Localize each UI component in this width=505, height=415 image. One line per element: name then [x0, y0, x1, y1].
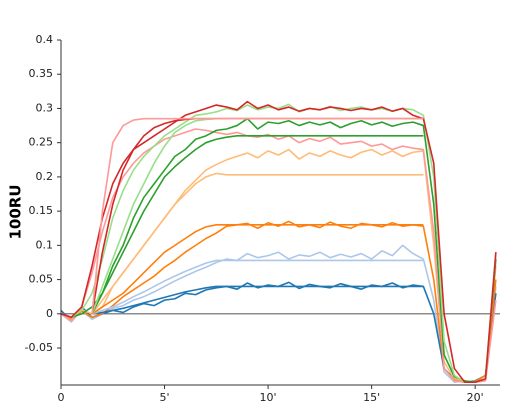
x-tick-label: 10' — [260, 391, 277, 404]
y-tick-label: 0.4 — [36, 33, 54, 46]
series-line — [91, 172, 424, 315]
y-tick-label: -0.05 — [25, 341, 53, 354]
series-line — [61, 244, 497, 384]
x-tick-label: 5' — [160, 391, 170, 404]
series-line — [91, 285, 424, 315]
y-tick-label: 0.2 — [36, 170, 54, 183]
series-line — [91, 224, 424, 315]
y-tick-label: 0.35 — [29, 67, 54, 80]
y-tick-label: 0.05 — [29, 273, 54, 286]
x-tick-label: 15' — [363, 391, 380, 404]
series-line — [91, 117, 424, 314]
series-line — [91, 259, 424, 315]
y-tick-label: 0.15 — [29, 204, 54, 217]
plot-area — [61, 100, 500, 384]
y-tick-label: 0.1 — [36, 238, 54, 251]
series-line — [61, 117, 497, 384]
series-line — [61, 100, 497, 384]
y-axis-label: 100RU — [7, 184, 25, 239]
x-tick-label: 0 — [58, 391, 65, 404]
x-tick-label: 20' — [467, 391, 484, 404]
series-line — [61, 220, 497, 384]
y-tick-label: 0.3 — [36, 101, 54, 114]
y-tick-label: 0 — [46, 307, 53, 320]
series-line — [61, 128, 497, 384]
series-line — [91, 135, 424, 315]
series-line — [61, 281, 497, 384]
y-tick-label: 0.25 — [29, 136, 54, 149]
series-line — [61, 103, 497, 384]
